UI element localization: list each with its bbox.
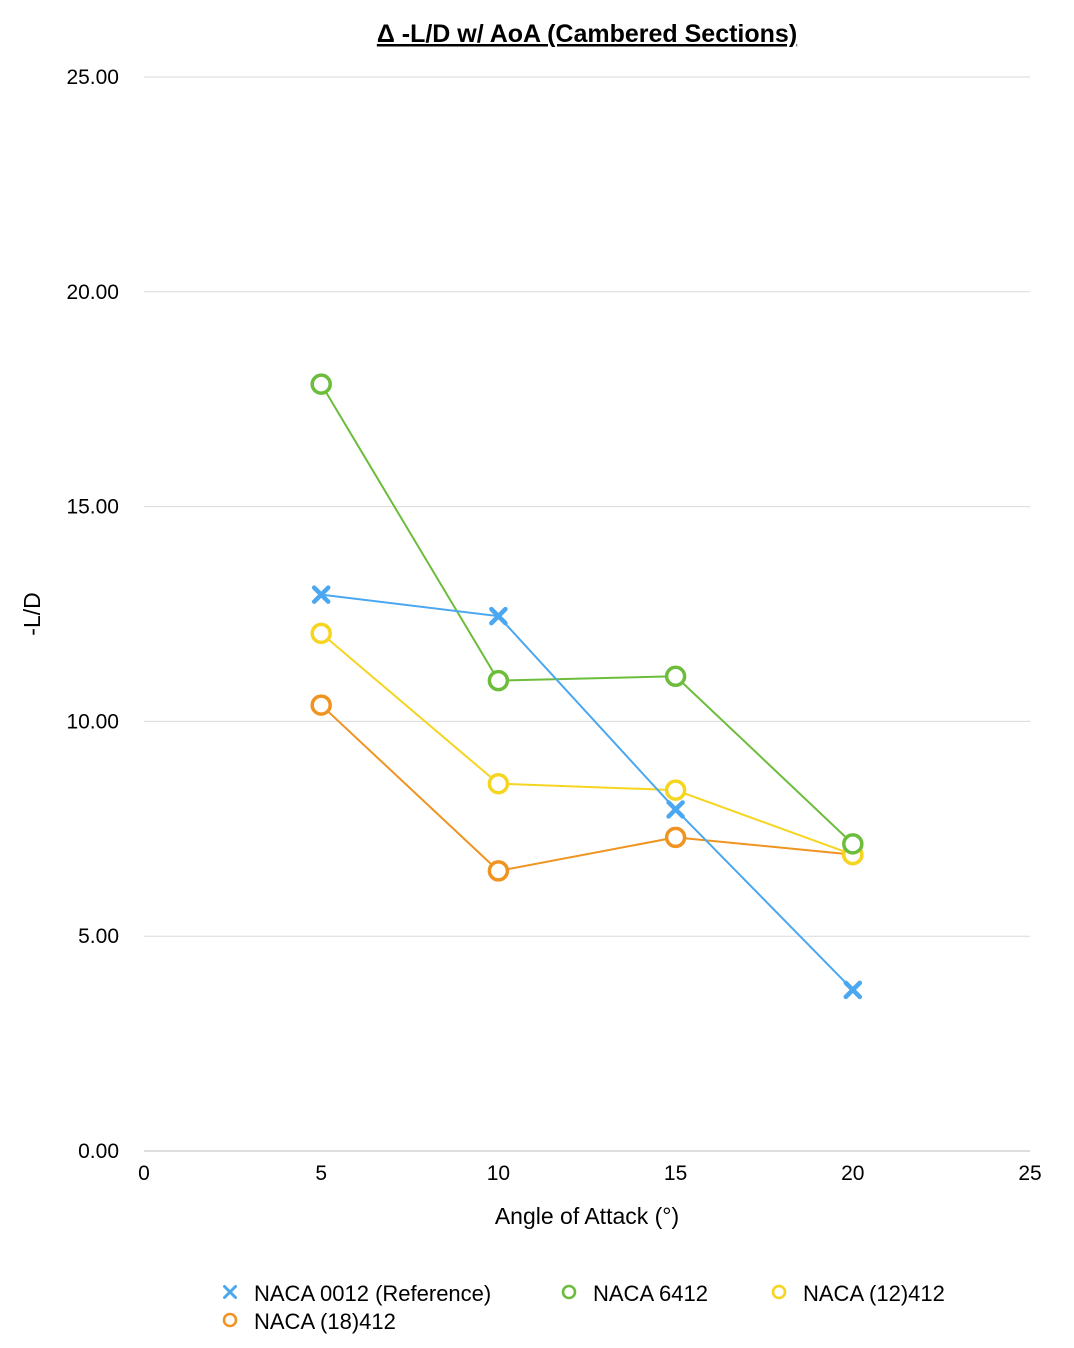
x-tick-label: 15 — [664, 1162, 687, 1185]
y-tick-label: 10.00 — [66, 710, 119, 733]
data-point — [664, 826, 687, 849]
data-point — [310, 694, 332, 716]
y-tick-label: 25.00 — [66, 66, 119, 89]
chart-title: Δ -L/D w/ AoA (Cambered Sections) — [377, 20, 797, 48]
legend-label: NACA (12)412 — [803, 1281, 945, 1306]
series-lines — [320, 383, 854, 991]
grid-lines — [144, 76, 1030, 1152]
data-point — [487, 669, 510, 692]
legend-label: NACA (18)412 — [254, 1309, 396, 1334]
data-point — [487, 772, 510, 795]
data-point — [842, 833, 864, 855]
data-point — [664, 779, 687, 801]
marker-stroke — [666, 800, 685, 819]
data-point — [487, 860, 510, 882]
marker-stroke — [311, 585, 331, 604]
y-tick-label: 5.00 — [78, 925, 119, 948]
x-tick-label: 5 — [315, 1162, 327, 1185]
y-tick-labels: 0.00 5.00 10.00 15.00 20.00 25.00 — [66, 66, 119, 1163]
legend-marker — [223, 1285, 237, 1299]
marker-stroke — [223, 1285, 237, 1299]
y-tick-label: 20.00 — [66, 281, 119, 304]
legend-marker — [771, 1284, 787, 1300]
x-tick-label: 0 — [138, 1162, 150, 1185]
y-tick-label: 0.00 — [78, 1140, 119, 1163]
y-axis-label: -L/D — [19, 592, 45, 635]
data-point — [843, 980, 863, 1000]
series-line — [320, 632, 854, 856]
legend-label: NACA 0012 (Reference) — [254, 1281, 491, 1306]
legend-marker — [222, 1312, 238, 1328]
legend-marker — [561, 1284, 577, 1300]
x-tick-label: 25 — [1018, 1162, 1041, 1185]
series-line — [320, 704, 853, 872]
legend-item: NACA 6412 — [561, 1281, 708, 1306]
data-point — [489, 606, 508, 626]
legend-item: NACA 0012 (Reference) — [223, 1281, 491, 1306]
data-point — [666, 800, 685, 819]
legend: NACA 0012 (Reference) NACA 6412 NACA (12)4… — [222, 1281, 945, 1334]
series-line — [320, 383, 854, 845]
legend-item: NACA (12)412 — [771, 1281, 945, 1306]
y-tick-label: 15.00 — [66, 496, 119, 519]
marker-stroke — [843, 980, 863, 1000]
data-point — [310, 622, 332, 645]
marker-stroke — [489, 606, 508, 626]
x-axis-label: Angle of Attack (°) — [495, 1203, 679, 1229]
data-point — [310, 373, 332, 395]
data-point — [311, 585, 331, 604]
series-markers — [310, 373, 864, 1000]
series-line — [321, 593, 854, 991]
x-tick-label: 20 — [841, 1162, 864, 1185]
legend-item: NACA (18)412 — [222, 1309, 396, 1334]
legend-label: NACA 6412 — [593, 1281, 708, 1306]
x-tick-label: 10 — [487, 1162, 510, 1185]
data-point — [664, 665, 687, 688]
x-tick-labels: 0 5 10 15 20 25 — [138, 1162, 1042, 1185]
